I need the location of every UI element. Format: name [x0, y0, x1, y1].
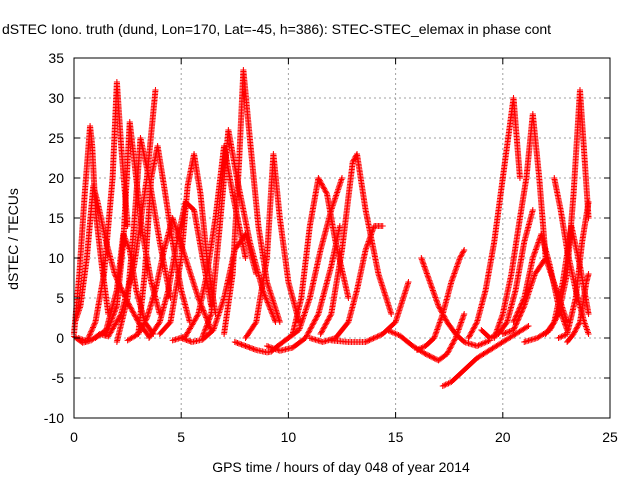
- series-arc-26: [418, 255, 493, 349]
- series-arc-22: [317, 151, 395, 337]
- y-tick-label: 15: [48, 210, 64, 226]
- series-arc-11: [156, 151, 219, 337]
- series-markers: [221, 67, 283, 337]
- y-tick-label: 25: [48, 130, 64, 146]
- x-tick-label: 25: [602, 429, 618, 445]
- series-markers: [317, 151, 395, 337]
- y-tick-label: 10: [48, 250, 64, 266]
- series-markers: [328, 279, 412, 345]
- x-axis-label: GPS time / hours of day 048 of year 2014: [212, 459, 470, 475]
- series-markers: [199, 127, 279, 340]
- series-arc-17: [242, 151, 303, 341]
- series-arc-30: [491, 111, 549, 341]
- y-tick-label: -10: [44, 410, 64, 426]
- series-markers: [156, 151, 219, 337]
- series-markers: [135, 143, 193, 337]
- y-tick-label: -5: [52, 370, 65, 386]
- series-arc-20: [289, 175, 352, 337]
- series-arc-18: [263, 223, 343, 354]
- y-tick-label: 20: [48, 170, 64, 186]
- x-tick-label: 0: [70, 429, 78, 445]
- data-marks: [71, 67, 592, 389]
- series-arc-23: [328, 279, 412, 345]
- y-tick-label: 0: [56, 330, 64, 346]
- y-tick-label: 35: [48, 50, 64, 66]
- series-markers: [231, 335, 292, 356]
- plot-frame: [73, 57, 611, 419]
- series-markers: [414, 247, 468, 353]
- series-arc-15: [221, 67, 283, 337]
- series-arc-09: [135, 143, 193, 337]
- series-markers: [564, 271, 592, 345]
- series-arc-28: [465, 95, 523, 341]
- x-tick-label: 5: [177, 429, 185, 445]
- series-markers: [306, 223, 386, 345]
- x-tick-label: 20: [495, 429, 511, 445]
- series-arc-27: [439, 323, 532, 389]
- series-markers: [418, 255, 493, 349]
- series-markers: [242, 151, 303, 341]
- chart-title: dSTEC Iono. truth (dund, Lon=170, Lat=-4…: [2, 21, 551, 37]
- x-tick-label: 15: [388, 429, 404, 445]
- series-arc-36: [555, 199, 592, 341]
- series-arc-25: [414, 247, 468, 353]
- series-arc-14: [199, 127, 279, 340]
- y-tick-label: 5: [56, 290, 64, 306]
- series-arc-37: [564, 271, 592, 345]
- series-markers: [465, 95, 523, 341]
- series-markers: [439, 323, 532, 389]
- series-markers: [289, 175, 352, 337]
- y-tick-label: 30: [48, 90, 64, 106]
- series-markers: [555, 199, 592, 341]
- y-axis-label: dSTEC / TECUs: [5, 188, 21, 290]
- x-tick-label: 10: [281, 429, 297, 445]
- series-markers: [263, 223, 343, 354]
- series-arc-16: [231, 335, 292, 356]
- series-markers: [491, 111, 549, 341]
- axis-ticks: 0 5 10 15 20 25 -10 -5 0 5 10 15 20 25 30 35: [44, 50, 618, 445]
- series-arc-21: [306, 223, 386, 345]
